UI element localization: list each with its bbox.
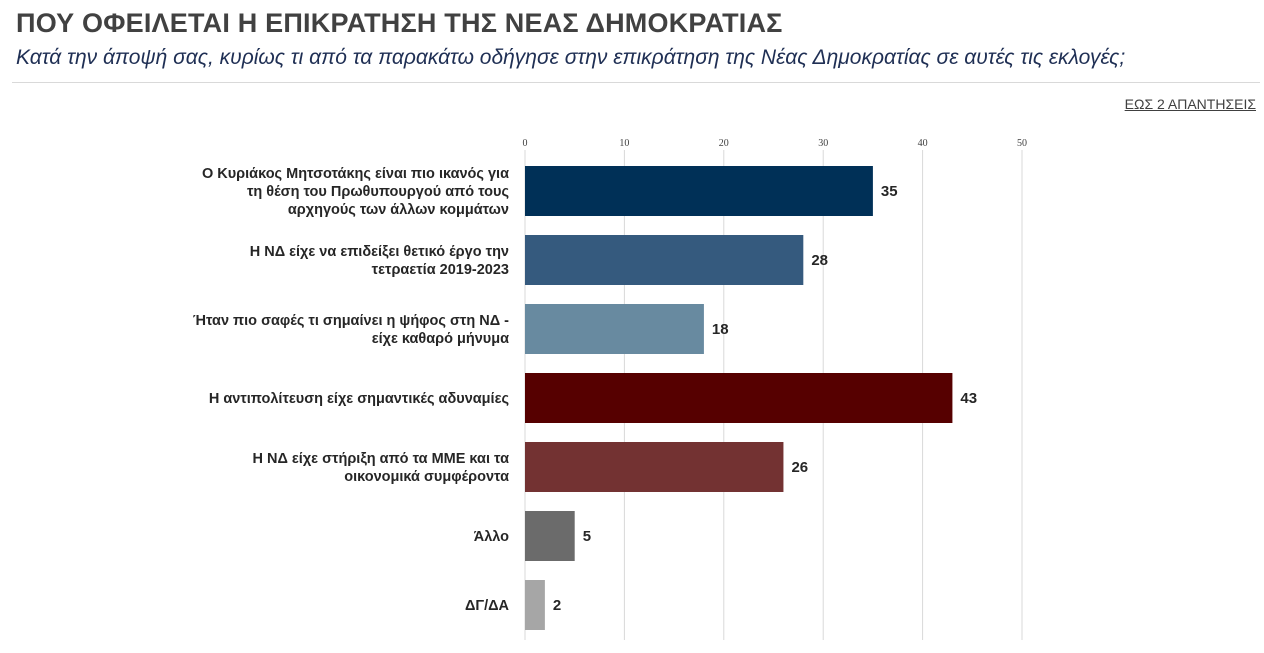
value-label: 35 <box>881 183 898 200</box>
value-label: 2 <box>553 597 561 614</box>
bar-4 <box>525 373 953 423</box>
category-label-line: Η ΝΔ είχε στήριξη από τα ΜΜΕ και τα <box>252 451 509 467</box>
value-label: 26 <box>791 459 808 476</box>
page-subtitle: Κατά την άποψή σας, κυρίως τι από τα παρ… <box>16 46 1126 69</box>
page-title: ΠΟΥ ΟΦΕΙΛΕΤΑΙ Η ΕΠΙΚΡΑΤΗΣΗ ΤΗΣ ΝΕΑΣ ΔΗΜΟ… <box>16 8 783 38</box>
category-label: ΔΓ/ΔΑ <box>465 598 510 614</box>
category-label: Ήταν πιο σαφές τι σημαίνει η ψήφος στη Ν… <box>193 313 509 347</box>
category-label-line: Άλλο <box>474 529 509 545</box>
value-labels: 35 28 18 43 26 5 2 <box>553 183 977 614</box>
category-label-line: τετραετία 2019-2023 <box>372 262 509 278</box>
category-label-line: ΔΓ/ΔΑ <box>465 598 510 614</box>
value-label: 28 <box>811 252 828 269</box>
value-label: 5 <box>583 528 591 545</box>
category-label-line: αρχηγούς των άλλων κομμάτων <box>288 202 509 218</box>
answers-note: ΕΩΣ 2 ΑΠΑΝΤΗΣΕΙΣ <box>1124 96 1256 112</box>
x-tick-label: 20 <box>719 138 729 149</box>
header-divider <box>12 82 1260 83</box>
x-axis-ticks: 0 10 20 30 40 50 <box>523 138 1028 149</box>
category-label-line: Η ΝΔ είχε να επιδείξει θετικό έργο την <box>250 244 509 260</box>
category-label-line: Ήταν πιο σαφές τι σημαίνει η ψήφος στη Ν… <box>193 313 509 329</box>
x-tick-label: 10 <box>619 138 629 149</box>
value-label: 43 <box>960 390 977 407</box>
category-label: Η αντιπολίτευση είχε σημαντικές αδυναμίε… <box>209 391 509 407</box>
x-tick-label: 40 <box>918 138 928 149</box>
x-tick-label: 0 <box>523 138 528 149</box>
category-label-line: είχε καθαρό μήνυμα <box>372 331 509 347</box>
category-label: Η ΝΔ είχε να επιδείξει θετικό έργο την τε… <box>250 244 509 278</box>
bar-3 <box>525 304 704 354</box>
category-label-line: τη θέση του Πρωθυπουργού από τους <box>247 184 509 200</box>
bar-5 <box>525 442 784 492</box>
category-label: Η ΝΔ είχε στήριξη από τα ΜΜΕ και τα οικον… <box>252 451 509 485</box>
bar-2 <box>525 235 804 285</box>
category-label-line: Ο Κυριάκος Μητσοτάκης είναι πιο ικανός γ… <box>202 166 509 182</box>
x-tick-label: 50 <box>1017 138 1027 149</box>
bar-7 <box>525 580 545 630</box>
bar-6 <box>525 511 575 561</box>
category-labels: Ο Κυριάκος Μητσοτάκης είναι πιο ικανός γ… <box>193 166 510 614</box>
category-label-line: οικονομικά συμφέροντα <box>344 469 509 485</box>
category-label: Ο Κυριάκος Μητσοτάκης είναι πιο ικανός γ… <box>202 166 509 218</box>
category-label-line: Η αντιπολίτευση είχε σημαντικές αδυναμίε… <box>209 391 509 407</box>
bars <box>525 166 953 630</box>
bar-1 <box>525 166 873 216</box>
x-tick-label: 30 <box>818 138 828 149</box>
value-label: 18 <box>712 321 729 338</box>
category-label: Άλλο <box>474 529 509 545</box>
